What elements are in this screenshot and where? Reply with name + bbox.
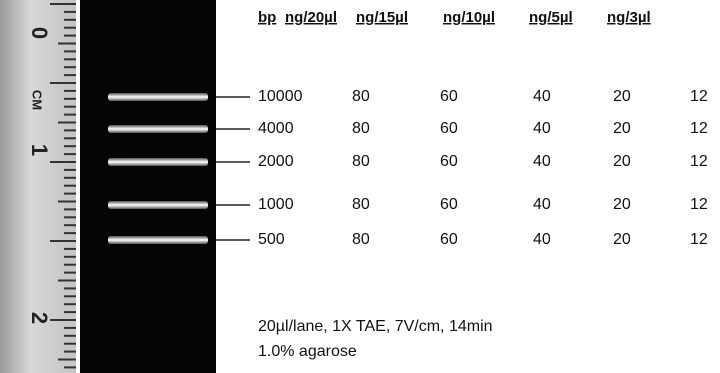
ruler-label: 0 (27, 27, 52, 39)
ng-amount: 40 (533, 231, 551, 248)
ng-amount: 12 (690, 196, 708, 213)
ng-amount: 80 (352, 88, 370, 105)
ng-amount: 80 (352, 120, 370, 137)
bp-size: 2000 (258, 153, 294, 170)
bp-size: 1000 (258, 196, 294, 213)
ng-amount: 20 (613, 120, 631, 137)
ng-amount: 40 (533, 153, 551, 170)
ng-amount: 40 (533, 196, 551, 213)
ng-amount: 80 (352, 196, 370, 213)
table-header: ng/10µl (443, 9, 495, 26)
footer-line: 20µl/lane, 1X TAE, 7V/cm, 14min (258, 318, 493, 335)
bp-size: 500 (258, 231, 285, 248)
band (108, 93, 208, 101)
gel-lane (80, 0, 216, 373)
table-header: ng/5µl (529, 9, 573, 26)
table-header: ng/3µl (607, 9, 651, 26)
table-header: ng/20µl (285, 9, 337, 26)
ng-amount: 80 (352, 231, 370, 248)
footer-line: 1.0% agarose (258, 343, 357, 360)
band (108, 236, 208, 244)
ng-amount: 12 (690, 88, 708, 105)
ruler-label: CM (30, 90, 45, 110)
table: bp ng/20µl ng/15µl ng/10µl ng/5µl ng/3µl 10000… (258, 9, 708, 248)
ruler-label: 1 (27, 144, 52, 156)
gel-figure: 0 CM 1 2 bp ng/20µl ng/15µl ng/10µl ng/5µl ng… (0, 0, 720, 373)
ng-amount: 40 (533, 120, 551, 137)
ng-amount: 60 (440, 196, 458, 213)
ng-amount: 12 (690, 120, 708, 137)
ng-amount: 20 (613, 231, 631, 248)
ng-amount: 60 (440, 153, 458, 170)
ng-amount: 60 (440, 231, 458, 248)
ng-amount: 80 (352, 153, 370, 170)
ng-amount: 60 (440, 88, 458, 105)
table-header: ng/15µl (356, 9, 408, 26)
bp-size: 10000 (258, 88, 303, 105)
ng-amount: 40 (533, 88, 551, 105)
ruler-label: 2 (27, 312, 52, 324)
ng-amount: 20 (613, 88, 631, 105)
bp-size: 4000 (258, 120, 294, 137)
band (108, 201, 208, 209)
band (108, 125, 208, 133)
band (108, 158, 208, 166)
ng-amount: 20 (613, 196, 631, 213)
band-pointers (216, 97, 250, 240)
table-header: bp (258, 9, 276, 26)
ng-amount: 12 (690, 153, 708, 170)
ng-amount: 12 (690, 231, 708, 248)
ng-amount: 60 (440, 120, 458, 137)
ng-amount: 20 (613, 153, 631, 170)
